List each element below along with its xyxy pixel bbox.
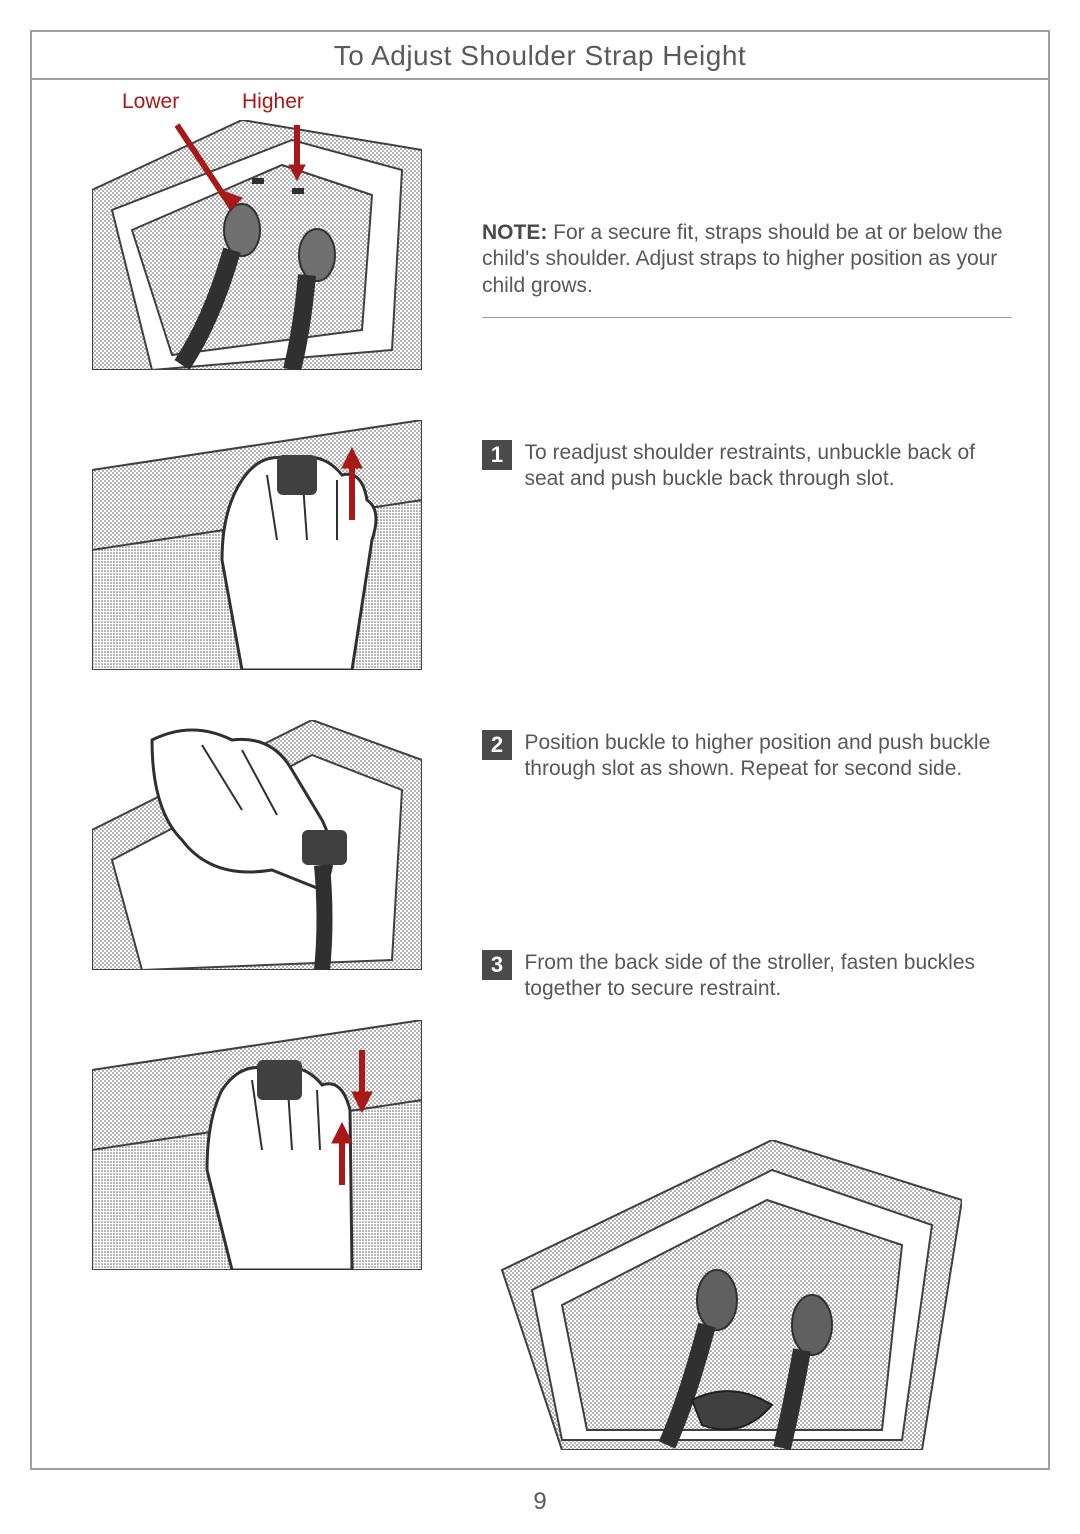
step-3-text: From the back side of the stroller, fast… [524, 950, 1004, 1003]
note-prefix: NOTE: [482, 221, 547, 244]
step-2: 2 Position buckle to higher position and… [482, 730, 1012, 783]
figure-seat-back [492, 1140, 962, 1450]
step-3-badge: 3 [482, 950, 512, 980]
step-3: 3 From the back side of the stroller, fa… [482, 950, 1012, 1003]
content-area: Lower Higher [32, 80, 1048, 1466]
note-text: For a secure fit, straps should be at or… [482, 221, 1003, 297]
figure-2: 2 [92, 720, 422, 970]
step-2-text: Position buckle to higher position and p… [524, 730, 1004, 783]
step-1-text: To readjust shoulder restraints, unbuckl… [524, 440, 1004, 493]
figure-1: 1 [92, 420, 422, 670]
step-1-badge: 1 [482, 440, 512, 470]
page-number: 9 [0, 1488, 1080, 1516]
label-higher: Higher [242, 90, 304, 114]
left-column: Lower Higher [62, 90, 462, 1270]
figure-overview [92, 120, 422, 370]
page-title: To Adjust Shoulder Strap Height [32, 32, 1048, 80]
page-frame: To Adjust Shoulder Strap Height Lower Hi… [30, 30, 1050, 1470]
step-2-badge: 2 [482, 730, 512, 760]
arrow-labels: Lower Higher [62, 90, 462, 120]
label-lower: Lower [122, 90, 179, 114]
figure-3: 3 [92, 1020, 422, 1270]
note-block: NOTE: For a secure fit, straps should be… [482, 220, 1012, 318]
step-1: 1 To readjust shoulder restraints, unbuc… [482, 440, 1012, 493]
